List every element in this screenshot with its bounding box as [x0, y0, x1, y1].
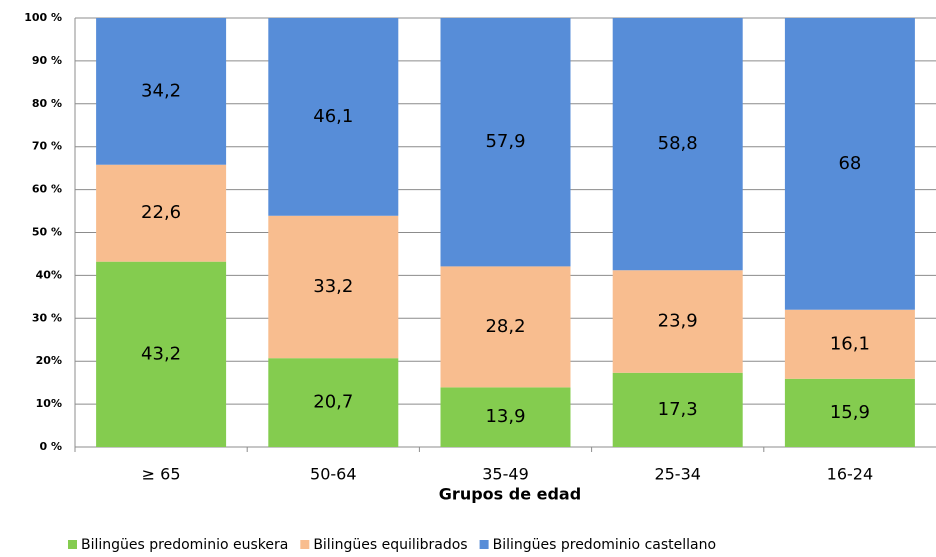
data-label: 13,9 — [485, 406, 525, 427]
x-tick-label: 25-34 — [654, 465, 701, 484]
bar-segment — [612, 18, 743, 271]
y-tick-label: 20% — [36, 354, 62, 367]
bar-segment — [268, 18, 399, 216]
y-tick-label: 50 % — [32, 226, 62, 239]
bar-segment — [612, 270, 743, 373]
y-tick-label: 100 % — [24, 11, 62, 24]
data-label: 23,9 — [658, 311, 698, 332]
data-label: 68 — [838, 153, 861, 174]
bar-segment — [96, 261, 227, 447]
data-label: 46,1 — [313, 106, 353, 127]
bar-segment — [784, 18, 915, 310]
legend-swatch — [68, 540, 77, 549]
bar-segment — [96, 164, 227, 262]
data-label: 28,2 — [485, 316, 525, 337]
data-label: 22,6 — [141, 202, 181, 223]
data-label: 16,1 — [830, 333, 870, 354]
data-label: 20,7 — [313, 392, 353, 413]
bar-segment — [612, 372, 743, 447]
legend-swatch — [479, 540, 489, 549]
legend-swatch — [300, 540, 310, 549]
y-tick-label: 60 % — [32, 183, 62, 196]
data-label: 34,2 — [141, 80, 181, 101]
x-tick-label: ≥ 65 — [142, 465, 181, 484]
bar-segment — [440, 18, 571, 267]
bar-segment — [268, 215, 399, 359]
legend-label: Bilingües predominio castellano — [493, 537, 716, 553]
y-tick-label: 0 % — [39, 440, 62, 453]
data-label: 58,8 — [658, 133, 698, 154]
bar-segment — [784, 378, 915, 447]
y-tick-label: 80 % — [32, 97, 62, 110]
bar-segment — [440, 266, 571, 388]
bar-segment — [96, 18, 227, 165]
legend-label: Bilingües predominio euskera — [81, 537, 288, 553]
data-label: 17,3 — [658, 399, 698, 420]
bar-segment — [268, 358, 399, 447]
bar-segment — [440, 387, 571, 447]
data-label: 43,2 — [141, 343, 181, 364]
y-tick-label: 10% — [36, 397, 62, 410]
legend-label: Bilingües equilibrados — [313, 537, 467, 553]
y-tick-label: 40% — [36, 268, 62, 281]
y-tick-label: 30 % — [32, 311, 62, 324]
x-tick-label: 16-24 — [827, 465, 874, 484]
y-tick-label: 70 % — [32, 140, 62, 153]
y-tick-label: 90 % — [32, 54, 62, 67]
x-axis-title: Grupos de edad — [439, 485, 581, 504]
x-tick-label: 35-49 — [482, 465, 529, 484]
data-label: 15,9 — [830, 402, 870, 423]
x-tick-label: 50-64 — [310, 465, 357, 484]
data-label: 33,2 — [313, 276, 353, 297]
data-label: 57,9 — [485, 131, 525, 152]
bar-segment — [784, 309, 915, 379]
